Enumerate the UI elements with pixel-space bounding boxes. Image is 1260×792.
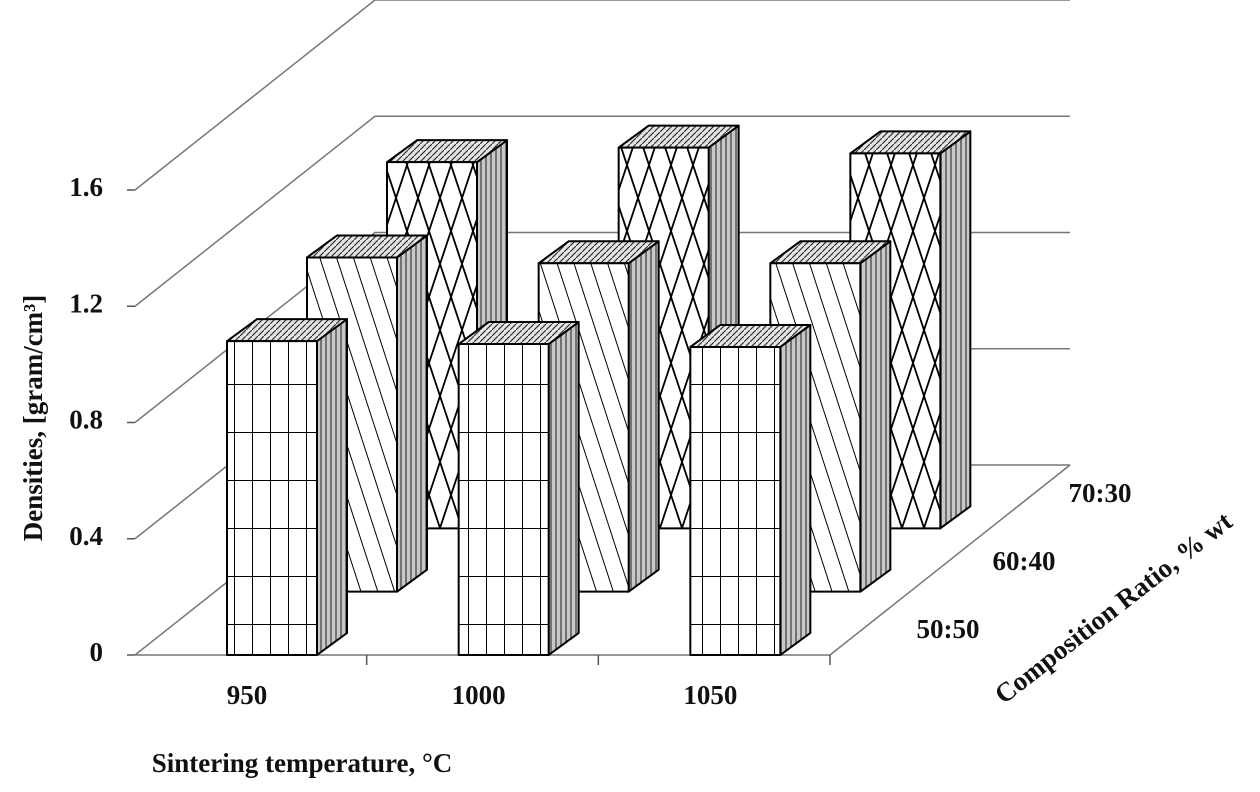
depth-axis-title: Composition Ratio, % wt [989, 506, 1238, 710]
y-tick-label: 1.6 [69, 172, 103, 202]
y-tick-label: 0.4 [69, 521, 103, 551]
bar-side [779, 323, 812, 656]
bar [689, 345, 782, 656]
bar-side [396, 234, 428, 593]
depth-tick-label: 70:30 [1069, 478, 1132, 508]
depth-tick-label: 60:40 [993, 546, 1056, 576]
bar-side [316, 318, 348, 656]
bar [226, 340, 318, 656]
x-tick-label: 1050 [683, 680, 737, 710]
y-tick-label: 1.2 [69, 288, 103, 318]
bar-side [939, 130, 972, 530]
x-axis-title: Sintering temperature, °C [152, 748, 453, 778]
bar-side [627, 240, 660, 593]
grid-line [134, 231, 1070, 424]
x-tick-label: 950 [227, 680, 268, 710]
depth-tick-label: 50:50 [917, 614, 980, 644]
x-tick-label: 1000 [452, 680, 506, 710]
grid-line [134, 115, 1070, 307]
grid-line [134, 0, 1070, 191]
y-tick-label: 0 [90, 637, 104, 667]
bar-side [859, 240, 892, 593]
bar [457, 343, 550, 656]
y-tick-label: 0.8 [69, 405, 103, 435]
bar-side [547, 321, 580, 656]
y-axis-title: Densities, [gram/cm³] [18, 295, 48, 542]
